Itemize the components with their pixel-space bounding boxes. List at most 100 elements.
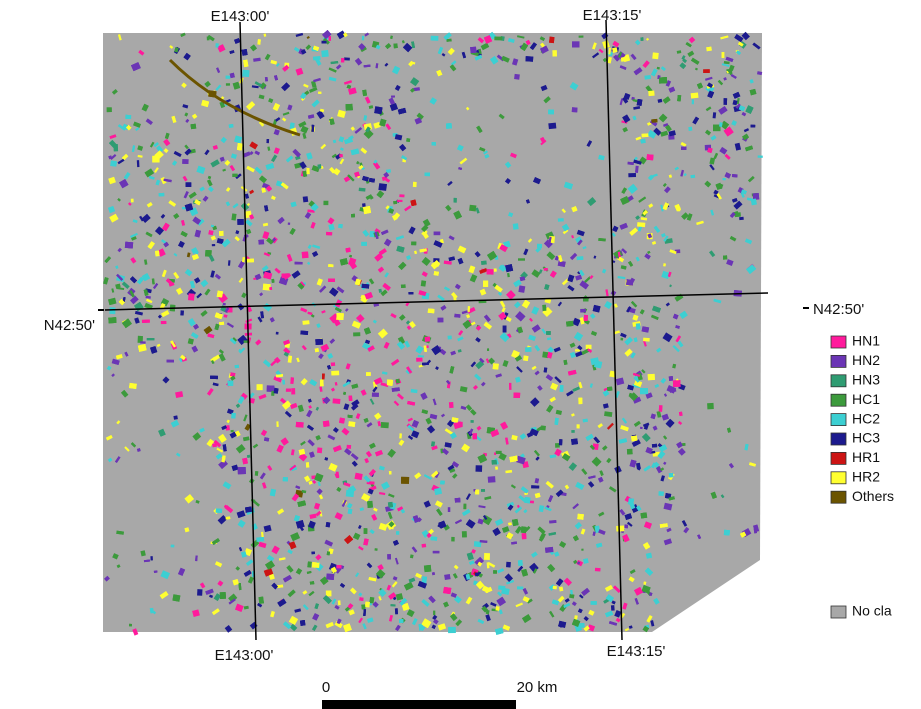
class-patch <box>228 381 234 386</box>
class-patch <box>652 52 659 59</box>
class-patch <box>644 75 651 80</box>
class-patch <box>416 358 422 362</box>
class-patch <box>313 56 321 60</box>
class-patch <box>108 317 116 323</box>
class-patch <box>172 594 180 601</box>
class-patch <box>496 451 502 454</box>
class-patch <box>611 605 615 611</box>
class-patch <box>586 345 592 349</box>
class-patch <box>688 127 692 131</box>
class-patch <box>487 348 489 350</box>
class-patch <box>713 112 717 118</box>
class-patch <box>753 193 760 200</box>
class-patch <box>186 182 192 187</box>
class-patch <box>495 466 498 470</box>
class-patch <box>326 232 332 236</box>
class-patch <box>246 259 254 263</box>
class-patch <box>722 52 725 58</box>
class-patch <box>560 385 564 392</box>
class-patch <box>381 422 389 428</box>
bottom-coordinate-label: E143:00' <box>215 647 274 664</box>
legend-swatch <box>831 472 846 484</box>
class-patch <box>487 269 494 275</box>
class-patch <box>374 106 382 114</box>
class-patch <box>631 435 637 441</box>
class-patch <box>523 356 528 362</box>
class-patch <box>703 69 710 73</box>
class-patch <box>732 174 738 177</box>
class-patch <box>232 174 237 177</box>
class-patch <box>531 485 539 488</box>
legend-swatch <box>831 394 846 406</box>
class-patch <box>353 332 360 336</box>
class-patch <box>336 313 343 320</box>
class-patch <box>310 581 314 585</box>
class-patch <box>359 188 366 192</box>
class-patch <box>559 439 563 445</box>
class-patch <box>182 159 188 164</box>
class-patch <box>303 196 309 202</box>
class-patch <box>326 522 331 527</box>
class-patch <box>571 430 574 433</box>
class-patch <box>484 553 490 560</box>
class-patch <box>626 279 633 285</box>
class-patch <box>366 372 371 376</box>
class-patch <box>659 405 663 412</box>
class-patch <box>546 331 551 335</box>
class-patch <box>494 268 497 271</box>
class-patch <box>723 255 727 259</box>
class-patch <box>447 39 452 42</box>
class-patch <box>584 315 588 321</box>
map-figure: E143:00' E143:15' E143:00' E143:15' N42:… <box>0 0 921 709</box>
class-patch <box>627 449 633 455</box>
class-patch <box>401 477 409 484</box>
class-patch <box>518 285 525 293</box>
class-patch <box>475 490 479 495</box>
class-patch <box>255 471 258 476</box>
class-patch <box>558 218 564 222</box>
class-patch <box>658 491 663 496</box>
class-patch <box>216 508 222 513</box>
class-patch <box>219 322 224 325</box>
legend-swatch <box>831 336 846 348</box>
class-patch <box>339 418 345 424</box>
class-patch <box>306 462 309 467</box>
class-patch <box>406 138 410 142</box>
class-patch <box>393 201 397 204</box>
class-patch <box>378 183 387 191</box>
class-patch <box>591 601 597 605</box>
class-patch <box>346 248 351 253</box>
class-patch <box>448 507 451 512</box>
legend: HN1HN2HN3HC1HC2HC3HR1HR2OthersNo cla <box>831 333 894 619</box>
class-patch <box>681 147 686 150</box>
legend-swatch <box>831 433 846 445</box>
class-patch <box>318 92 321 95</box>
class-patch <box>481 489 485 492</box>
legend-label: HC1 <box>852 391 880 407</box>
map-background <box>103 33 762 632</box>
class-patch <box>578 398 582 404</box>
class-patch <box>296 422 304 428</box>
class-patch <box>433 551 440 553</box>
class-patch <box>628 173 636 177</box>
class-patch <box>494 37 502 41</box>
class-patch <box>348 421 355 427</box>
class-patch <box>322 41 327 44</box>
class-patch <box>493 363 499 369</box>
class-patch <box>363 609 366 616</box>
class-patch <box>624 524 628 528</box>
class-patch <box>315 348 319 352</box>
class-patch <box>387 554 391 559</box>
class-patch <box>691 93 699 99</box>
class-patch <box>348 509 353 514</box>
class-patch <box>548 123 556 130</box>
class-patch <box>455 498 461 503</box>
class-patch <box>641 512 648 518</box>
class-patch <box>481 261 487 265</box>
class-patch <box>216 43 219 47</box>
class-patch <box>328 279 335 283</box>
class-patch <box>223 303 226 306</box>
class-patch <box>322 374 325 380</box>
class-patch <box>446 123 452 129</box>
class-patch <box>493 570 497 573</box>
